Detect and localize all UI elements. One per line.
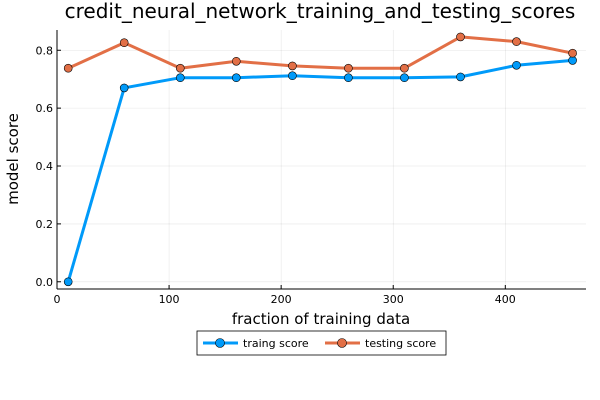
data-point [288, 61, 297, 71]
y-ticks: 0.0 0.2 0.4 0.6 0.8 [36, 44, 61, 289]
data-point [63, 277, 73, 287]
y-axis-label: model score [4, 113, 22, 205]
data-point [456, 72, 465, 82]
series-line [66, 58, 575, 284]
plot-area [63, 32, 577, 287]
y-tick-label: 0.0 [36, 276, 54, 289]
legend-marker-testing [337, 338, 347, 348]
x-tick-label: 300 [383, 293, 404, 306]
axes [56, 30, 586, 290]
legend: traing score testing score [196, 330, 447, 356]
data-point [400, 73, 409, 82]
data-point [568, 48, 577, 58]
data-point [232, 56, 241, 66]
x-tick-label: 0 [54, 293, 61, 306]
legend-marker-traing [215, 338, 225, 348]
data-point [119, 83, 129, 93]
data-point [344, 63, 353, 73]
x-tick-label: 400 [495, 293, 516, 306]
data-point [568, 56, 577, 65]
y-tick-label: 0.6 [36, 102, 54, 115]
legend-label-traing: traing score [243, 337, 309, 350]
grid [56, 30, 586, 289]
data-point [512, 61, 521, 70]
legend-box [196, 330, 447, 356]
data-point [400, 63, 409, 73]
data-point [63, 63, 73, 73]
data-point [512, 37, 521, 46]
legend-label-testing: testing score [365, 337, 436, 350]
series-line [66, 35, 575, 70]
data-point [456, 32, 465, 42]
x-ticks: 0 100 200 300 400 [54, 285, 516, 306]
x-tick-label: 200 [271, 293, 292, 306]
series-1 [63, 32, 577, 73]
y-tick-label: 0.4 [36, 160, 54, 173]
chart-title: credit_neural_network_training_and_testi… [65, 0, 576, 23]
y-tick-label: 0.2 [36, 218, 54, 231]
data-point [119, 38, 129, 48]
data-point [344, 73, 353, 82]
x-tick-label: 100 [159, 293, 180, 306]
data-point [288, 71, 297, 80]
data-point [176, 73, 185, 82]
data-point [232, 73, 241, 82]
data-point [176, 63, 185, 73]
y-tick-label: 0.8 [36, 44, 54, 57]
series-0 [63, 56, 577, 287]
x-axis-label: fraction of training data [232, 310, 410, 328]
